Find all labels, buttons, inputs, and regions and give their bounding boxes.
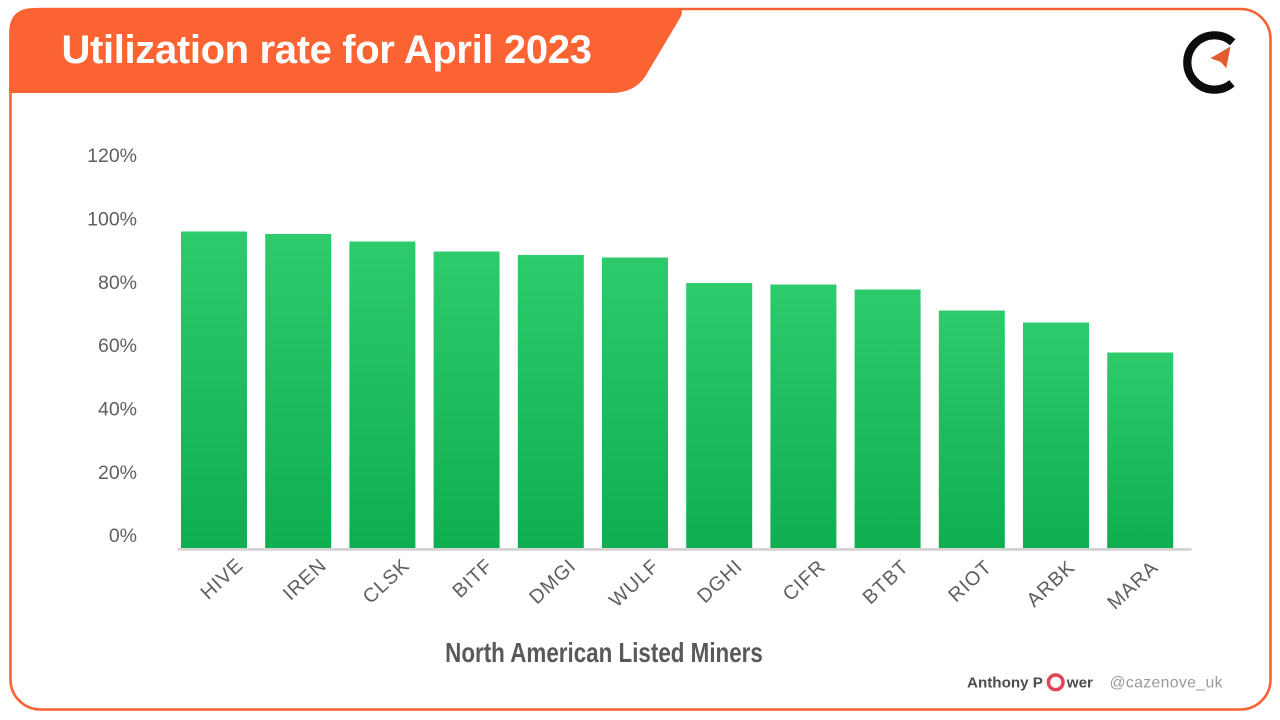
svg-text:North American Listed Miners: North American Listed Miners xyxy=(445,638,763,669)
svg-text:RIOT: RIOT xyxy=(944,556,996,607)
svg-text:Anthony P: Anthony P xyxy=(967,675,1043,692)
svg-text:DGHI: DGHI xyxy=(693,555,747,607)
svg-text:DMGI: DMGI xyxy=(525,555,580,609)
svg-text:Utilization rate for April 202: Utilization rate for April 2023 xyxy=(62,28,592,72)
svg-text:CLSK: CLSK xyxy=(359,555,414,609)
svg-text:BTBT: BTBT xyxy=(859,556,914,609)
svg-text:120%: 120% xyxy=(87,145,137,167)
svg-text:@cazenove_uk: @cazenove_uk xyxy=(1110,675,1223,692)
svg-text:CIFR: CIFR xyxy=(779,556,830,606)
svg-text:HIVE: HIVE xyxy=(196,554,247,604)
svg-text:ARBK: ARBK xyxy=(1023,556,1080,611)
svg-text:wer: wer xyxy=(1066,675,1093,692)
svg-text:60%: 60% xyxy=(98,335,137,357)
svg-text:BITF: BITF xyxy=(448,555,497,603)
svg-text:WULF: WULF xyxy=(605,555,664,612)
svg-text:IREN: IREN xyxy=(279,554,331,605)
svg-text:100%: 100% xyxy=(87,208,137,230)
svg-text:20%: 20% xyxy=(98,462,137,484)
svg-text:MARA: MARA xyxy=(1103,557,1162,615)
svg-text:40%: 40% xyxy=(98,398,137,420)
svg-text:80%: 80% xyxy=(98,272,137,294)
svg-text:0%: 0% xyxy=(109,525,137,547)
